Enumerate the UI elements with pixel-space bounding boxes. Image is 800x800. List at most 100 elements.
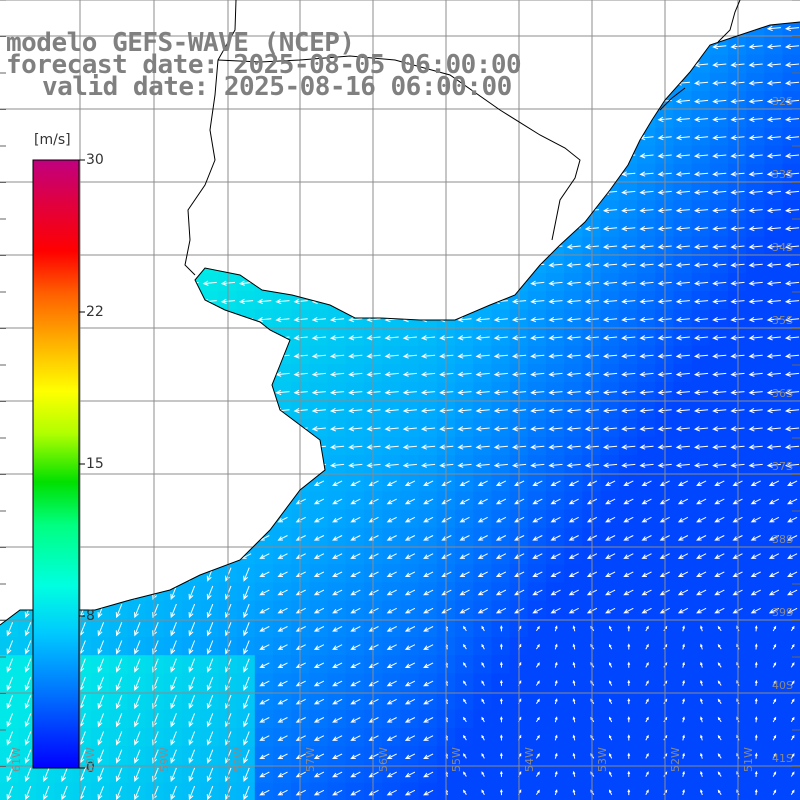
wind-arrow [184,316,199,323]
wind-arrow [243,767,250,782]
wind-arrow [170,713,177,728]
wind-arrow [605,571,616,578]
wind-arrow [554,698,558,705]
wind-arrow [147,116,163,123]
wind-arrow [675,43,690,50]
wind-arrow [641,516,652,523]
wind-arrow [293,189,308,195]
wind-arrow [311,280,326,286]
wind-arrow [772,716,777,723]
wind-arrow [332,717,343,723]
wind-arrow [202,134,217,141]
wind-arrow [2,389,17,396]
wind-arrow [639,43,654,50]
wind-arrow [693,426,709,432]
wind-arrow [332,480,343,487]
wind-arrow [548,116,563,123]
wind-arrow [532,607,543,614]
wind-arrow [350,644,361,650]
wind-arrow [766,353,781,359]
wind-arrow [348,280,363,286]
wind-arrow [693,262,709,268]
wind-arrow [766,280,781,286]
wind-arrow [693,353,709,359]
wind-arrow [493,353,508,359]
wind-arrow [350,771,361,778]
lon-label: 57W [304,747,317,772]
wind-arrow [532,498,543,505]
wind-arrow [2,225,17,232]
wind-arrow [535,643,540,650]
wind-arrow [535,698,540,704]
wind-arrow [384,153,399,159]
wind-arrow [748,371,763,377]
wind-arrow [168,516,179,523]
wind-arrow [645,661,649,668]
wind-arrow [97,785,105,800]
wind-arrow [131,516,143,523]
wind-arrow [257,171,272,177]
wind-arrow [129,389,144,396]
legend-tick-15: 15 [86,456,104,472]
wind-arrow [693,444,709,450]
wind-arrow [712,116,727,123]
wind-arrow [366,389,381,396]
wind-arrow [439,371,454,377]
wind-arrow [696,516,707,523]
wind-arrow [566,426,581,432]
wind-arrow [712,25,727,32]
wind-arrow [348,225,363,232]
wind-arrow [459,553,470,559]
wind-arrow [602,407,618,414]
wind-arrow [384,335,399,341]
wind-arrow [184,225,199,232]
wind-arrow [784,153,800,159]
wind-arrow [766,244,781,250]
wind-arrow [150,498,161,505]
wind-arrow [493,153,508,159]
wind-arrow [186,8,199,12]
wind-arrow [493,462,508,468]
wind-arrow [95,553,106,559]
wind-arrow [459,589,470,596]
wind-arrow [93,171,108,177]
wind-arrow [350,535,361,541]
wind-arrow [475,353,490,359]
wind-arrow [530,43,545,50]
lat-label: 36S [772,387,793,400]
wind-arrow [639,25,654,32]
wind-arrow [481,789,485,796]
wind-arrow [566,407,581,414]
wind-arrow [238,444,254,450]
wind-arrow [386,735,397,741]
wind-arrow [493,43,508,50]
wind-arrow [748,207,763,214]
wind-arrow [332,535,343,541]
wind-arrow [115,767,123,782]
wind-arrow [530,298,545,305]
wind-arrow [530,153,545,159]
wind-arrow [548,353,563,359]
wind-arrow [311,225,326,232]
wind-arrow [514,553,525,559]
wind-arrow [243,603,250,619]
wind-arrow [481,698,485,705]
lat-label: 37S [772,460,793,473]
wind-arrow [259,498,270,505]
wind-arrow [166,171,181,177]
wind-arrow [329,444,345,450]
wind-arrow [332,644,343,650]
lon-label: 55W [450,747,463,772]
wind-arrow [111,171,126,177]
wind-arrow [475,426,490,432]
wind-arrow [404,516,416,523]
wind-arrow [784,116,800,123]
wind-arrow [609,771,613,777]
wind-arrow [420,262,436,268]
wind-arrow [2,153,17,159]
wind-arrow [115,694,123,710]
wind-arrow [147,389,163,396]
wind-arrow [329,462,345,468]
wind-arrow [481,661,485,668]
wind-arrow [566,244,581,250]
